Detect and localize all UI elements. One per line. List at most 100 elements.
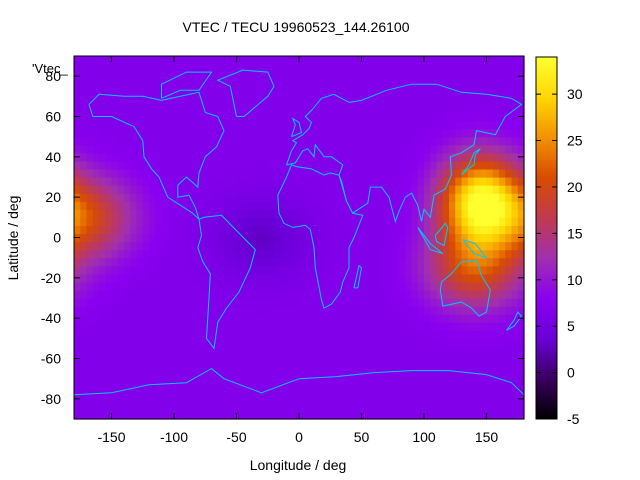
heatmap-cell xyxy=(436,209,444,218)
heatmap-cell xyxy=(411,128,419,138)
heatmap-cell xyxy=(280,386,288,396)
heatmap-cell xyxy=(355,346,363,356)
heatmap-cell xyxy=(142,120,150,130)
heatmap-cell xyxy=(342,128,350,138)
heatmap-cell xyxy=(299,104,306,114)
heatmap-cell xyxy=(211,185,219,194)
heatmap-cell xyxy=(186,72,194,81)
heatmap-cell xyxy=(192,257,200,267)
heatmap-cell xyxy=(236,322,244,331)
heatmap-cell xyxy=(517,56,525,65)
heatmap-cell xyxy=(511,249,519,259)
heatmap-cell xyxy=(436,144,444,154)
heatmap-cell xyxy=(74,330,81,339)
heatmap-cell xyxy=(417,330,425,339)
heatmap-cell xyxy=(486,306,494,315)
heatmap-cell xyxy=(111,346,119,356)
heatmap-cell xyxy=(342,338,350,347)
heatmap-cell xyxy=(386,177,394,186)
heatmap-cell xyxy=(317,298,325,307)
y-tick-label: 80 xyxy=(45,68,61,84)
heatmap-cell xyxy=(442,378,450,388)
heatmap-cell xyxy=(392,370,400,380)
heatmap-cell xyxy=(505,160,513,170)
heatmap-cell xyxy=(355,322,363,331)
heatmap-cell xyxy=(130,136,138,146)
heatmap-cell xyxy=(367,241,375,251)
heatmap-cell xyxy=(442,233,450,243)
heatmap-cell xyxy=(130,249,138,259)
heatmap-cell xyxy=(305,281,313,291)
heatmap-cell xyxy=(317,306,325,315)
heatmap-cell xyxy=(467,217,475,226)
heatmap-cell xyxy=(380,177,388,186)
heatmap-cell xyxy=(80,289,88,299)
heatmap-cell xyxy=(192,168,200,178)
heatmap-cell xyxy=(480,160,488,170)
heatmap-cell xyxy=(174,233,181,243)
heatmap-cell xyxy=(374,185,381,194)
heatmap-cell xyxy=(117,354,125,364)
heatmap-cell xyxy=(449,56,456,65)
heatmap-cell xyxy=(280,64,288,73)
heatmap-cell xyxy=(286,394,294,404)
heatmap-cell xyxy=(449,386,456,396)
heatmap-cell xyxy=(486,160,494,170)
heatmap-cell xyxy=(505,112,513,122)
heatmap-cell xyxy=(192,362,200,372)
heatmap-cell xyxy=(311,225,319,235)
heatmap-cell xyxy=(99,410,106,420)
heatmap-cell xyxy=(286,80,294,89)
heatmap-cell xyxy=(305,298,313,307)
heatmap-cell xyxy=(217,152,225,162)
heatmap-cell xyxy=(474,177,481,186)
heatmap-cell xyxy=(405,306,413,315)
heatmap-cell xyxy=(480,346,488,356)
heatmap-cell xyxy=(117,136,125,146)
heatmap-cell xyxy=(149,265,156,275)
heatmap-cell xyxy=(117,402,125,412)
heatmap-cell xyxy=(430,354,438,364)
heatmap-cell xyxy=(442,144,450,154)
heatmap-cell xyxy=(180,152,188,162)
heatmap-cell xyxy=(411,56,419,65)
heatmap-cell xyxy=(230,72,238,81)
heatmap-cell xyxy=(299,201,306,210)
heatmap-cell xyxy=(317,120,325,130)
heatmap-cell xyxy=(136,233,144,243)
heatmap-cell xyxy=(167,265,175,275)
chart-title: VTEC / TECU 19960523_144.26100 xyxy=(182,19,409,35)
heatmap-cell xyxy=(311,152,319,162)
heatmap-cell xyxy=(399,330,406,339)
heatmap-cell xyxy=(399,257,406,267)
heatmap-cell xyxy=(142,249,150,259)
heatmap-cell xyxy=(236,306,244,315)
heatmap-cell xyxy=(342,410,350,420)
heatmap-cell xyxy=(480,136,488,146)
heatmap-cell xyxy=(180,64,188,73)
heatmap-cell xyxy=(136,362,144,372)
heatmap-cell xyxy=(80,217,88,226)
heatmap-cell xyxy=(174,136,181,146)
heatmap-cell xyxy=(324,394,331,404)
heatmap-cell xyxy=(274,362,281,372)
heatmap-cell xyxy=(292,257,300,267)
heatmap-cell xyxy=(236,136,244,146)
heatmap-cell xyxy=(186,265,194,275)
heatmap-cell xyxy=(380,330,388,339)
heatmap-cell xyxy=(86,88,94,97)
heatmap-cell xyxy=(417,346,425,356)
heatmap-cell xyxy=(361,128,369,138)
coastline xyxy=(197,214,256,350)
heatmap-cell xyxy=(274,314,281,323)
heatmap-cell xyxy=(330,185,338,194)
heatmap-cell xyxy=(92,354,100,364)
heatmap-cell xyxy=(442,64,450,73)
heatmap-cell xyxy=(99,402,106,412)
heatmap-cell xyxy=(367,370,375,380)
heatmap-cell xyxy=(467,193,475,202)
heatmap-cell xyxy=(192,298,200,307)
heatmap-cell xyxy=(449,152,456,162)
heatmap-cell xyxy=(105,185,113,194)
heatmap-cell xyxy=(74,370,81,380)
